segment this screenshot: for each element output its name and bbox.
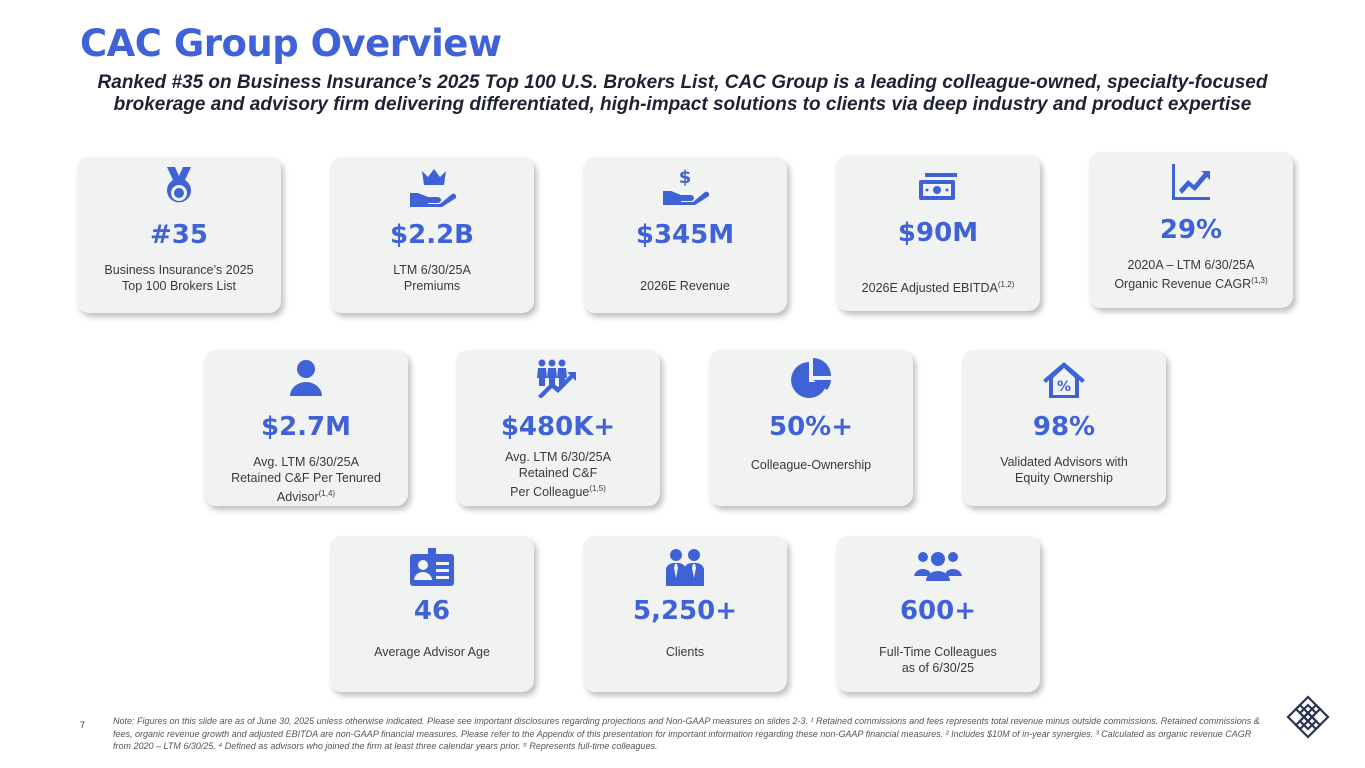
- stat-value: $90M: [897, 218, 979, 248]
- stat-value: 50%+: [768, 412, 854, 442]
- stat-card-ebitda: $90M 2026E Adjusted EBITDA(1,2): [836, 155, 1040, 311]
- stat-value: $2.7M: [260, 412, 352, 442]
- stat-value: $345M: [635, 220, 735, 250]
- footnote: Note: Figures on this slide are as of Ju…: [113, 716, 1260, 751]
- stat-card-ranking: #35 Business Insurance’s 2025 Top 100 Bro…: [77, 157, 281, 313]
- stat-label: Full-Time Colleagues as of 6/30/25: [879, 645, 997, 675]
- stat-card-equity: % 98% Validated Advisors with Equity Owne…: [962, 350, 1166, 506]
- stat-card-revenue: $ $345M 2026E Revenue: [583, 157, 787, 313]
- stat-label: Colleague-Ownership: [750, 458, 872, 472]
- people-growth-icon: [456, 358, 660, 398]
- stat-card-advisor-retained: $2.7M Avg. LTM 6/30/25A Retained C&F Per …: [204, 350, 408, 506]
- stat-value: 29%: [1159, 215, 1223, 245]
- stat-label: Avg. LTM 6/30/25A Retained C&F Per Tenure…: [231, 455, 381, 505]
- id-card-icon: [330, 548, 534, 588]
- pie-chart-icon: [709, 358, 913, 402]
- stat-card-colleagues: 600+ Full-Time Colleagues as of 6/30/25: [836, 536, 1040, 692]
- stat-label: Validated Advisors with Equity Ownership: [1000, 455, 1128, 485]
- svg-text:%: %: [1057, 379, 1071, 395]
- house-percent-icon: %: [962, 360, 1166, 400]
- stat-value: $2.2B: [390, 220, 474, 250]
- team-icon: [836, 550, 1040, 582]
- stat-label: LTM 6/30/25A Premiums: [393, 263, 471, 293]
- stat-card-ownership: 50%+ Colleague-Ownership: [709, 350, 913, 506]
- person-icon: [204, 360, 408, 396]
- stat-value: $480K+: [500, 412, 616, 442]
- stat-card-colleague-retained: $480K+ Avg. LTM 6/30/25A Retained C&F Per …: [456, 350, 660, 506]
- stat-label: Average Advisor Age: [374, 645, 490, 659]
- stat-card-premiums: $2.2B LTM 6/30/25A Premiums: [330, 157, 534, 313]
- stat-label: Clients: [665, 645, 705, 659]
- stat-card-advisor-age: 46 Average Advisor Age: [330, 536, 534, 692]
- stat-label: Business Insurance’s 2025 Top 100 Brokers…: [104, 263, 254, 293]
- stat-label: 2026E Revenue: [640, 279, 730, 293]
- stat-label: 2026E Adjusted EBITDA(1,2): [861, 280, 1015, 296]
- svg-text:$: $: [679, 167, 692, 188]
- cac-logo-icon: [1285, 694, 1331, 745]
- medal-icon: [77, 167, 281, 207]
- page-number: 7: [80, 720, 86, 730]
- dollar-hand-icon: $: [583, 167, 787, 207]
- growth-chart-icon: [1089, 162, 1293, 202]
- cash-icon: [836, 171, 1040, 203]
- clients-icon: [583, 548, 787, 588]
- crown-hand-icon: [330, 167, 534, 207]
- stat-label: Avg. LTM 6/30/25A Retained C&F Per Colleag…: [505, 450, 611, 500]
- stat-value: 98%: [1032, 412, 1096, 442]
- page-title: CAC Group Overview: [80, 22, 502, 65]
- page-subtitle: Ranked #35 on Business Insurance’s 2025 …: [97, 72, 1268, 115]
- stat-card-clients: 5,250+ Clients: [583, 536, 787, 692]
- stat-value: 46: [413, 596, 451, 626]
- stat-value: #35: [150, 220, 208, 250]
- stat-card-cagr: 29% 2020A – LTM 6/30/25A Organic Revenue …: [1089, 152, 1293, 308]
- stat-value: 5,250+: [632, 596, 738, 626]
- stat-value: 600+: [899, 596, 977, 626]
- stat-label: 2020A – LTM 6/30/25A Organic Revenue CAGR…: [1114, 258, 1268, 292]
